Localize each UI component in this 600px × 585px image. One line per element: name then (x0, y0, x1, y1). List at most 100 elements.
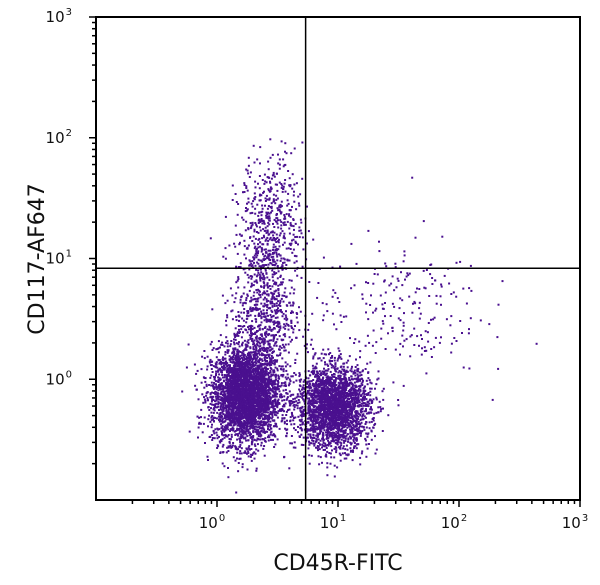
data-point (255, 375, 257, 377)
data-point (240, 437, 242, 440)
data-point (208, 409, 211, 411)
data-point (314, 387, 317, 390)
data-point (215, 370, 218, 373)
data-point (208, 414, 211, 417)
data-point (228, 406, 231, 409)
data-point (267, 381, 270, 384)
data-point (312, 347, 315, 350)
data-point (288, 408, 291, 411)
data-point (263, 375, 266, 378)
data-point (237, 343, 240, 346)
data-point (324, 361, 326, 364)
data-point (266, 378, 269, 381)
data-point (259, 404, 261, 407)
data-point (234, 338, 237, 341)
data-point (229, 412, 232, 415)
data-point (303, 455, 306, 458)
data-point (263, 404, 266, 406)
data-point (256, 433, 259, 436)
data-point (280, 384, 283, 387)
data-point (261, 384, 264, 387)
data-point (312, 425, 315, 428)
data-point (351, 378, 354, 381)
data-point (224, 374, 227, 377)
data-point (253, 443, 256, 446)
data-point (232, 396, 235, 399)
data-point (297, 399, 300, 401)
data-point (231, 390, 234, 393)
data-point (268, 380, 270, 383)
data-point (262, 386, 265, 389)
data-point (316, 447, 319, 450)
data-point (338, 425, 341, 428)
data-point (249, 426, 252, 428)
data-point (270, 430, 273, 433)
data-point (344, 437, 347, 440)
data-point (273, 383, 276, 385)
data-point (225, 336, 228, 339)
data-point (341, 368, 344, 371)
data-point (207, 425, 209, 428)
data-point (255, 421, 258, 424)
data-point (272, 386, 274, 389)
data-point (308, 443, 311, 446)
data-point (359, 434, 362, 437)
data-point (255, 448, 258, 451)
data-point (255, 414, 258, 417)
data-point (217, 386, 220, 388)
data-point (357, 412, 360, 415)
data-point (322, 357, 325, 360)
data-point (220, 426, 223, 429)
data-point (247, 366, 250, 369)
data-point (273, 386, 276, 389)
data-point (303, 413, 306, 416)
data-point (338, 377, 341, 380)
data-point (314, 405, 317, 408)
data-point (236, 373, 239, 376)
data-point (251, 408, 254, 411)
data-point (252, 435, 255, 437)
data-point (233, 396, 236, 399)
data-point (277, 375, 280, 378)
data-point (217, 378, 220, 381)
data-point (258, 393, 261, 396)
data-point (268, 428, 271, 431)
data-point (250, 332, 252, 335)
data-point (270, 373, 273, 376)
data-point (260, 401, 262, 404)
data-point (266, 384, 269, 387)
data-point (360, 405, 363, 407)
data-point (247, 395, 250, 398)
data-point (259, 420, 262, 423)
data-point (234, 403, 237, 406)
data-point (342, 362, 345, 365)
data-point (238, 332, 241, 334)
data-point (228, 415, 231, 418)
data-point (262, 417, 265, 420)
data-point (230, 385, 233, 387)
data-point (357, 375, 360, 378)
data-point (262, 385, 265, 388)
data-point (245, 439, 248, 442)
data-point (333, 356, 336, 359)
data-point (260, 390, 262, 393)
data-point (260, 405, 263, 407)
data-point (241, 466, 244, 469)
data-point (364, 368, 367, 370)
data-point (271, 434, 274, 437)
data-point (266, 368, 269, 370)
data-point (223, 420, 226, 423)
data-point (287, 409, 289, 412)
data-point (244, 422, 247, 425)
data-point (253, 377, 256, 380)
data-point (217, 351, 220, 354)
data-point (331, 360, 333, 362)
data-point (263, 454, 266, 457)
data-point (215, 380, 217, 383)
data-point (300, 428, 303, 431)
data-point (250, 422, 253, 425)
data-point (382, 407, 384, 410)
data-point (250, 459, 253, 462)
data-point (330, 440, 333, 443)
data-point (252, 452, 255, 455)
